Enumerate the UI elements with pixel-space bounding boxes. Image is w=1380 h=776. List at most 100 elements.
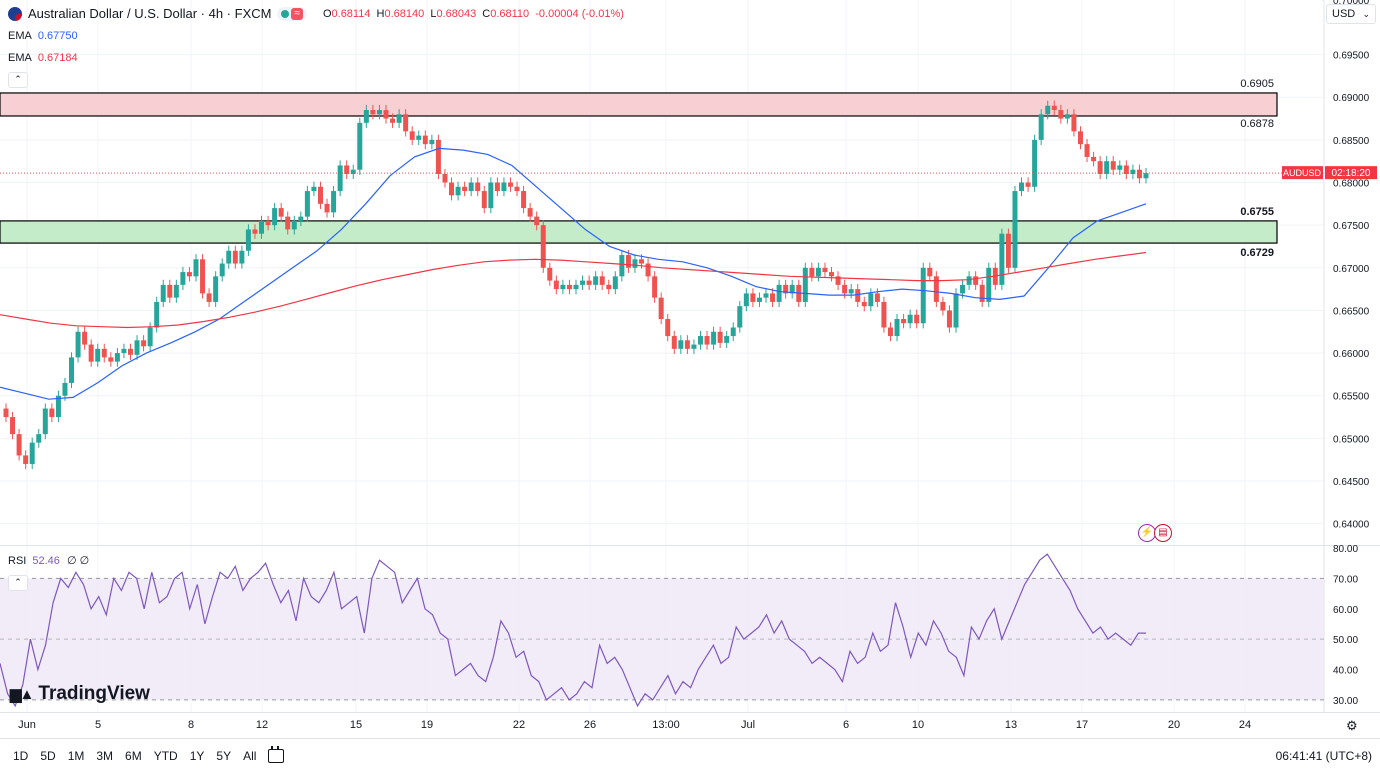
candle-body (475, 182, 481, 192)
candle-body (1032, 139, 1038, 187)
candle-body (1045, 105, 1051, 115)
candle-body (527, 208, 533, 217)
candle-body (363, 110, 369, 123)
range-button-5d[interactable]: 5D (40, 748, 56, 763)
candle-body (881, 301, 887, 328)
candle-body (344, 165, 350, 174)
candle-body (134, 340, 140, 355)
candle-body (1064, 114, 1070, 119)
candle-body (632, 259, 638, 268)
candle-body (1077, 131, 1083, 145)
ema-fast-value: 0.67750 (37, 30, 78, 42)
candle-body (1143, 173, 1149, 179)
range-button-ytd[interactable]: YTD (153, 748, 178, 763)
tradingview-logo[interactable]: ▆▲ TradingView (10, 683, 150, 704)
candle-body (809, 267, 815, 277)
candle-body (829, 272, 835, 277)
collapse-rsi-button[interactable]: ⌃ (8, 575, 28, 591)
candle-body (855, 289, 861, 302)
ema-slow-legend[interactable]: EMA 0.67184 (8, 52, 78, 64)
candle-body (265, 220, 271, 226)
candle-body (953, 293, 959, 328)
candle-body (114, 353, 120, 362)
candle-body (730, 327, 736, 337)
collapse-legend-button[interactable]: ⌃ (8, 72, 28, 88)
candle-body (901, 318, 907, 324)
candle-body (625, 255, 631, 268)
candle-body (501, 182, 507, 192)
price-axis-label: 0.64500 (1333, 477, 1370, 488)
candle-body (317, 186, 323, 204)
event-lightning-icon[interactable]: ⚡ (1138, 524, 1156, 542)
range-button-1m[interactable]: 1M (67, 748, 85, 763)
calendar-icon[interactable] (268, 745, 285, 763)
price-axis-label: 0.66500 (1333, 306, 1370, 317)
candle-body (599, 276, 605, 285)
candle-body (1091, 156, 1097, 162)
support-top-label: 0.6755 (1240, 206, 1274, 218)
candle-body (973, 276, 979, 285)
clock[interactable]: 06:41:41 (UTC+8) (1275, 748, 1372, 763)
range-button-3m[interactable]: 3M (96, 748, 114, 763)
price-axis-label: 0.67500 (1333, 221, 1370, 232)
market-status-pill[interactable]: ≈ (277, 6, 307, 21)
price-tag-symbol-box (1282, 166, 1323, 180)
aud-usd-flag-icon (8, 6, 22, 21)
candle-body (658, 297, 664, 319)
range-button-1d[interactable]: 1D (13, 748, 29, 763)
candle-body (940, 301, 946, 311)
candle-body (29, 442, 35, 464)
candle-body (763, 293, 769, 298)
data-delay-icon: ≈ (291, 7, 303, 20)
candle-body (10, 417, 16, 435)
bottom-toolbar: 1D 5D 1M 3M 6M YTD 1Y 5Y All 06:41:41 (UTC+8) (0, 738, 1380, 772)
time-axis-label: 5 (95, 719, 101, 731)
candle-body (665, 318, 671, 337)
us-flag-event-icon[interactable]: ▤ (1154, 524, 1172, 542)
candle-body (16, 434, 22, 456)
price-axis-label: 0.68500 (1333, 136, 1370, 147)
range-button-1y[interactable]: 1Y (189, 748, 205, 763)
range-button-6m[interactable]: 6M (125, 748, 142, 763)
candle-body (180, 272, 186, 285)
candle-body (783, 284, 789, 294)
candle-body (3, 408, 9, 418)
settings-gear-icon[interactable]: ⚙ (1346, 718, 1358, 733)
candle-body (612, 276, 618, 290)
candle-body (442, 173, 448, 183)
candle-body (815, 267, 821, 277)
symbol-title[interactable]: Australian Dollar / U.S. Dollar · 4h · F… (28, 6, 272, 21)
ema-fast-legend[interactable]: EMA 0.67750 (8, 30, 78, 42)
candle-body (435, 139, 441, 174)
candle-body (1117, 165, 1123, 170)
rsi-legend[interactable]: RSI 52.46 ∅ ∅ (8, 554, 89, 567)
rsi-axis-label: 30.00 (1333, 696, 1358, 707)
candle-body (907, 314, 913, 324)
candle-body (507, 182, 513, 187)
price-tag-symbol: AUDUSD (1283, 168, 1322, 178)
candle-body (894, 318, 900, 337)
candle-body (822, 267, 828, 273)
candle-body (285, 216, 291, 230)
candle-body (449, 182, 455, 196)
range-button-5y[interactable]: 5Y (216, 748, 232, 763)
candle-body (770, 293, 776, 302)
candle-body (933, 276, 939, 302)
candle-body (311, 186, 317, 192)
candle-body (232, 250, 238, 264)
range-button-all[interactable]: All (243, 748, 257, 763)
candle-body (95, 348, 101, 362)
candle-body (743, 293, 749, 307)
candle-body (108, 357, 114, 362)
candle-body (986, 267, 992, 302)
candle-body (848, 289, 854, 294)
rsi-axis-label: 80.00 (1333, 544, 1358, 555)
time-axis-label: 17 (1076, 719, 1088, 731)
candle-body (259, 220, 265, 234)
candle-body (147, 327, 153, 347)
candle-body (756, 297, 762, 302)
currency-select[interactable]: USD ⌄ (1326, 4, 1376, 24)
candle-body (455, 186, 461, 196)
candle-body (1071, 114, 1077, 132)
